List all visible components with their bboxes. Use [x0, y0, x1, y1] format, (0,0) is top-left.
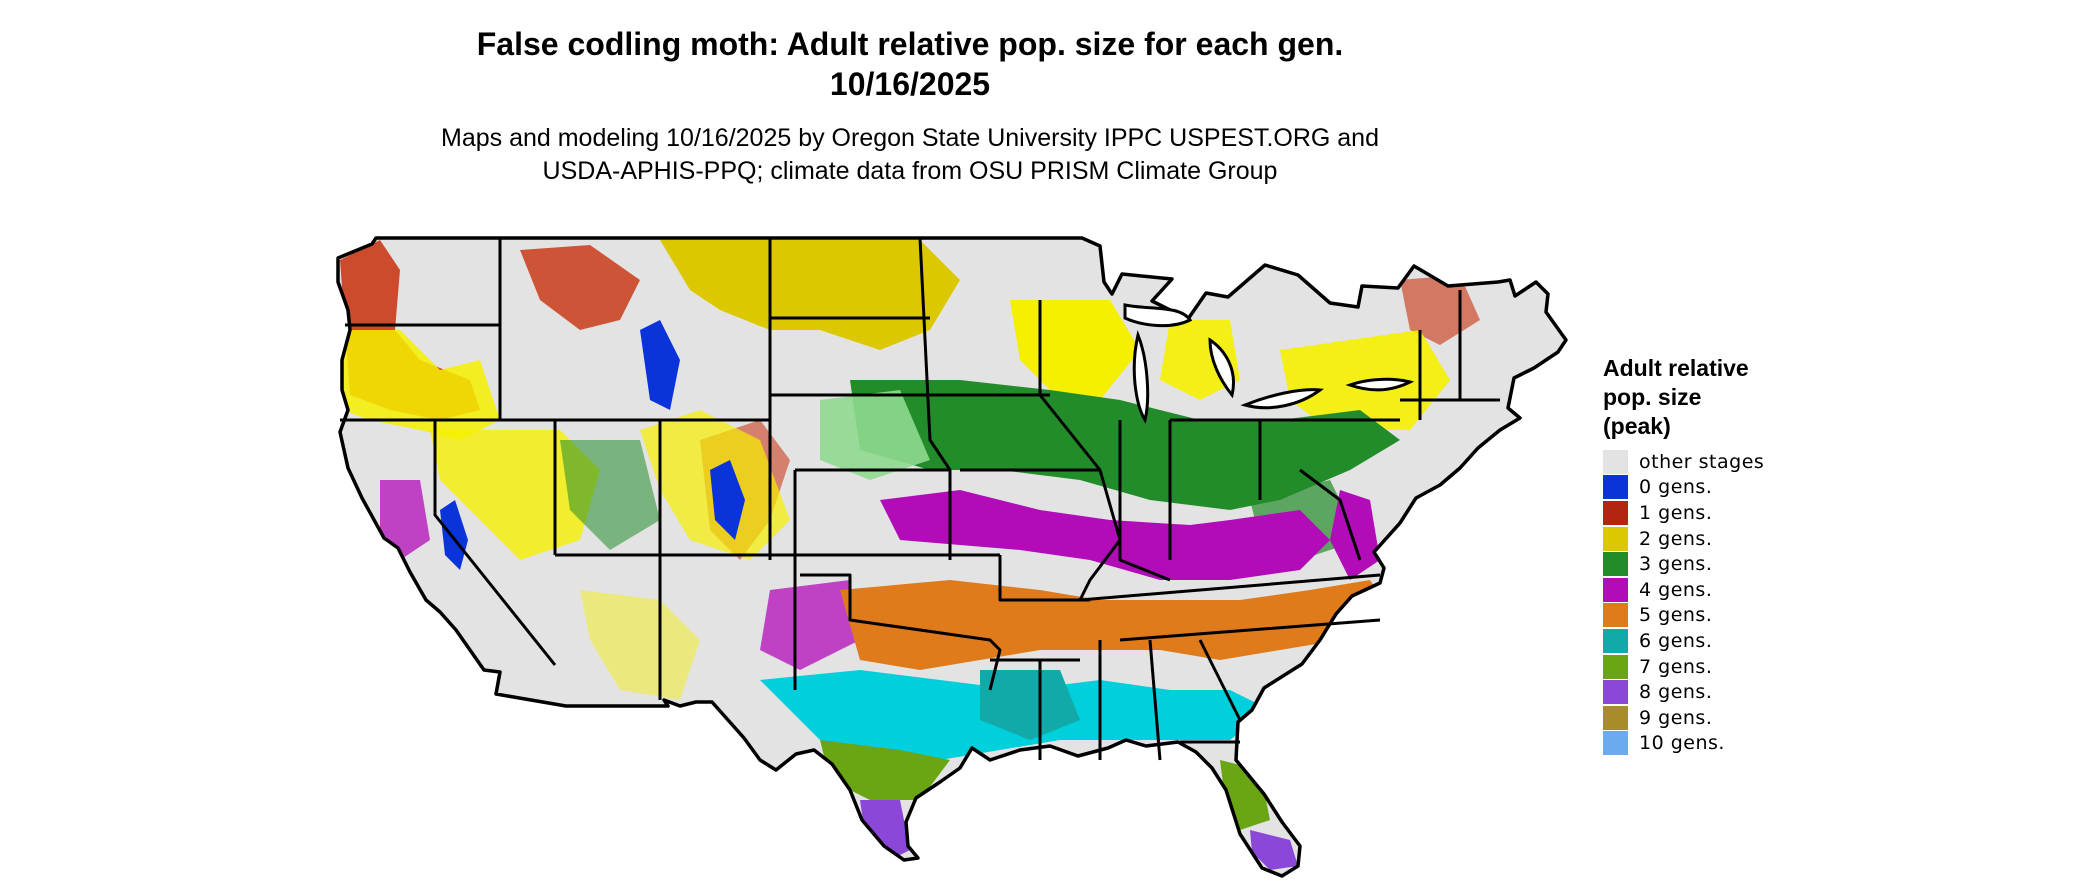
map-subtitle-line-1: Maps and modeling 10/16/2025 by Oregon S… — [441, 124, 1379, 152]
mo-ar-border — [998, 555, 1090, 602]
zone-1-gens-idaho-montana — [520, 245, 640, 330]
zone-4-gens-central — [880, 490, 1330, 580]
us-country-outline — [336, 236, 1568, 878]
zone-4-gens-california — [380, 480, 430, 560]
zone-0-gens-colorado-rockies — [710, 460, 745, 540]
legend-title-line: (peak) — [1603, 413, 1671, 439]
legend-swatch — [1603, 705, 1628, 730]
zone-2-gens-minnesota-wisconsin — [1010, 300, 1140, 400]
zone-5-gens-california-south — [360, 570, 420, 650]
legend-swatch — [1603, 577, 1628, 602]
legend-label: 10 gens. — [1639, 732, 1725, 755]
legend-title: Adult relative pop. size (peak) — [1603, 354, 1903, 441]
map-title-line-2: 10/16/2025 — [829, 66, 991, 102]
tn-ky-row — [1079, 573, 1381, 602]
us-generation-map — [320, 220, 1570, 890]
legend-swatch — [1603, 449, 1628, 474]
zone-8-gens-south-florida — [1250, 830, 1298, 870]
dakota-minnesota-border — [918, 237, 952, 560]
zone-0-gens-sierra — [440, 500, 468, 570]
legend-label: 3 gens. — [1639, 553, 1713, 576]
legend-item: 0 gens. — [1603, 475, 1903, 501]
legend-item: 6 gens. — [1603, 628, 1903, 654]
zone-2-gens-montana-dakotas — [660, 240, 960, 350]
legend-item: other stages — [1603, 449, 1903, 475]
legend-label: 5 gens. — [1639, 604, 1713, 627]
zone-7-gens-texas-coast — [820, 740, 950, 800]
legend-swatch — [1603, 526, 1628, 551]
map-subtitle: Maps and modeling 10/16/2025 by Oregon S… — [0, 122, 1820, 188]
legend-item: 2 gens. — [1603, 526, 1903, 552]
ca-nv-border — [433, 420, 557, 666]
zone-6-gens-louisiana — [980, 670, 1080, 740]
us-map-svg — [336, 236, 1568, 878]
zone-2-gens-oregon — [340, 330, 500, 440]
legend-swatch — [1603, 680, 1628, 705]
legend-label: 0 gens. — [1639, 476, 1713, 499]
zone-2-gens-arizona-mtn — [580, 590, 700, 700]
legend-swatch — [1603, 628, 1628, 653]
legend-item: 1 gens. — [1603, 500, 1903, 526]
va-wv-border — [1299, 468, 1362, 561]
legend-label: 6 gens. — [1639, 629, 1713, 652]
map-title: False codling moth: Adult relative pop. … — [0, 24, 1820, 104]
zone-5-gens-south — [840, 580, 1390, 670]
legend-label: 4 gens. — [1639, 578, 1713, 601]
legend-item: 4 gens. — [1603, 577, 1903, 603]
legend-swatch — [1603, 603, 1628, 628]
zone-8-gens-south-texas — [860, 800, 910, 860]
legend-swatch — [1603, 500, 1628, 525]
legend-swatch — [1603, 731, 1628, 756]
legend-label: 2 gens. — [1639, 527, 1713, 550]
map-subtitle-line-2: USDA-APHIS-PPQ; climate data from OSU PR… — [542, 157, 1278, 185]
lake-huron — [1208, 337, 1235, 399]
zone-0-gens-yellowstone — [640, 320, 680, 410]
legend-swatch — [1603, 654, 1628, 679]
map-legend: Adult relative pop. size (peak) other st… — [1603, 354, 1903, 756]
al-ga-border — [1148, 639, 1162, 761]
zone-4-gens-texas-panhandle — [760, 580, 860, 670]
legend-swatch — [1603, 552, 1628, 577]
great-lakes — [1123, 303, 1415, 424]
zone-2-gens-great-basin — [430, 430, 600, 560]
legend-label: 8 gens. — [1639, 681, 1713, 704]
legend-label: other stages — [1639, 450, 1765, 473]
legend-items: other stages 0 gens. 1 gens. 2 gens. 3 gens.… — [1603, 449, 1903, 756]
ok-tx-border — [800, 573, 1002, 691]
tn-south-row — [1119, 618, 1381, 642]
ga-sc-border — [1198, 639, 1242, 721]
zone-3-gens-light-plains — [820, 390, 930, 480]
lake-michigan — [1132, 329, 1150, 424]
lake-ontario — [1345, 377, 1415, 392]
legend-item: 10 gens. — [1603, 731, 1903, 757]
map-title-line-1: False codling moth: Adult relative pop. … — [476, 26, 1344, 62]
legend-label: 1 gens. — [1639, 501, 1713, 524]
zone-3-gens-midwest — [850, 380, 1400, 510]
legend-title-line: Adult relative — [1603, 355, 1749, 381]
legend-label: 9 gens. — [1639, 706, 1713, 729]
state-boundaries — [340, 237, 1500, 761]
legend-item: 9 gens. — [1603, 705, 1903, 731]
legend-item: 5 gens. — [1603, 603, 1903, 629]
lake-erie — [1240, 388, 1324, 410]
legend-label: 7 gens. — [1639, 655, 1713, 678]
il-in-border — [1118, 420, 1171, 582]
us-land-base — [338, 238, 1566, 876]
legend-item: 8 gens. — [1603, 679, 1903, 705]
legend-item: 7 gens. — [1603, 654, 1903, 680]
legend-title-line: pop. size — [1603, 384, 1702, 410]
legend-swatch — [1603, 475, 1628, 500]
zone-3-gens-utah — [560, 440, 660, 550]
legend-item: 3 gens. — [1603, 551, 1903, 577]
zone-4-gens-chesapeake — [1330, 490, 1380, 580]
mississippi-river — [1038, 300, 1122, 601]
lake-superior — [1123, 303, 1193, 328]
